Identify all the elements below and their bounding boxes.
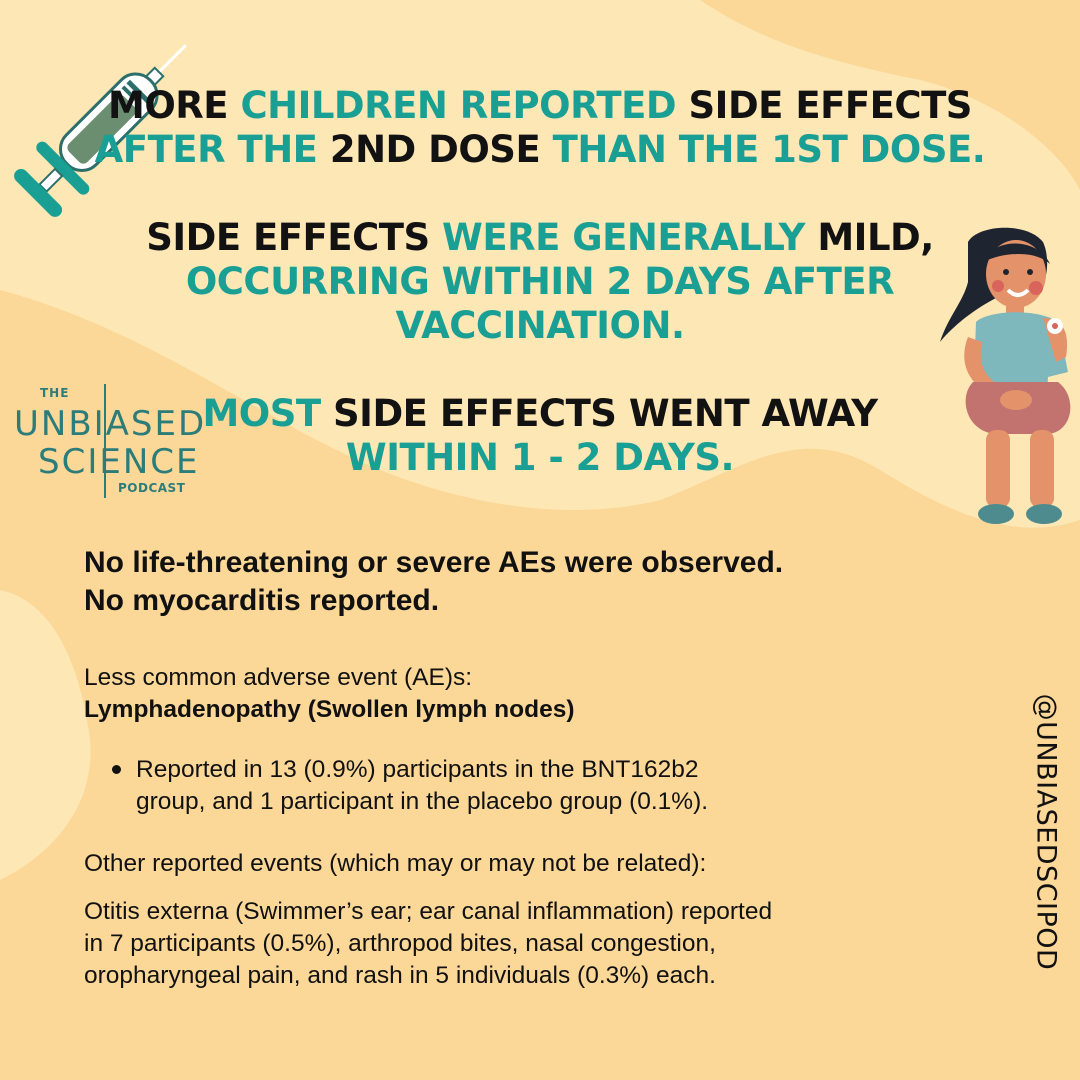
bullet-text: Reported in 13 (0.9%) participants in th… <box>136 754 1004 818</box>
headline-line-2: AFTER THE 2ND DOSE THAN THE 1ST DOSE. <box>60 128 1020 172</box>
headline: MORE CHILDREN REPORTED SIDE EFFECTS AFTE… <box>60 84 1020 480</box>
less-common-title: Lymphadenopathy (Swollen lymph nodes) <box>84 696 575 723</box>
other-line: in 7 participants (0.5%), arthropod bite… <box>84 930 716 957</box>
headline-line-6: WITHIN 1 - 2 DAYS. <box>60 436 1020 480</box>
headline-word-teal: CHILDREN REPORTED <box>240 84 677 127</box>
headline-line-5: MOST SIDE EFFECTS WENT AWAY <box>60 392 1020 436</box>
headline-word-teal: WERE GENERALLY <box>442 216 805 259</box>
social-handle: @UNBIASEDSCIPOD <box>1030 693 1062 971</box>
headline-word: MILD, <box>817 216 934 259</box>
bullet-line: group, and 1 participant in the placebo … <box>136 788 709 815</box>
logo-word-science: SCIENCE <box>38 442 200 482</box>
headline-word-teal: WITHIN 1 - 2 DAYS. <box>345 436 735 479</box>
key-finding-myocarditis: No myocarditis reported. <box>84 584 440 617</box>
list-item: Reported in 13 (0.9%) participants in th… <box>84 754 1004 818</box>
less-common-label: Less common adverse event (AE)s: <box>84 664 473 691</box>
other-events-text: Otitis externa (Swimmer’s ear; ear canal… <box>84 896 1004 992</box>
headline-line-4: OCCURRING WITHIN 2 DAYS AFTER VACCINATIO… <box>60 260 1020 348</box>
logo-word-unbiased: UNBIASED <box>14 404 207 444</box>
headline-line-1: MORE CHILDREN REPORTED SIDE EFFECTS <box>60 84 1020 128</box>
logo-the: THE <box>40 386 70 400</box>
other-events-label: Other reported events (which may or may … <box>84 850 707 877</box>
key-finding-severe: No life-threatening or severe AEs were o… <box>84 546 784 579</box>
headline-word: MORE <box>108 84 229 127</box>
logo-podcast: PODCAST <box>118 481 186 495</box>
details-section: No life-threatening or severe AEs were o… <box>84 544 1004 992</box>
headline-line-3: SIDE EFFECTS WERE GENERALLY MILD, <box>60 216 1020 260</box>
headline-word: SIDE EFFECTS <box>688 84 973 127</box>
headline-word: SIDE EFFECTS <box>146 216 430 259</box>
other-line: Otitis externa (Swimmer’s ear; ear canal… <box>84 898 773 925</box>
headline-word-teal: AFTER THE <box>94 128 318 171</box>
bullet-line: Reported in 13 (0.9%) participants in th… <box>136 756 699 783</box>
unbiased-science-logo: THE UNBIASED SCIENCE PODCAST <box>10 380 210 500</box>
headline-word: 2ND DOSE <box>329 128 541 171</box>
headline-word: SIDE EFFECTS WENT AWAY <box>333 392 878 435</box>
syringe-icon <box>14 44 187 217</box>
bullet-icon <box>112 765 121 774</box>
logo-divider <box>104 384 106 498</box>
headline-word-teal: THAN THE 1ST DOSE. <box>552 128 986 171</box>
girl-with-bandage-illustration <box>940 227 1071 524</box>
headline-word-teal: OCCURRING WITHIN 2 DAYS AFTER VACCINATIO… <box>185 260 895 347</box>
other-line: oropharyngeal pain, and rash in 5 indivi… <box>84 962 716 989</box>
headline-word-teal: MOST <box>202 392 321 435</box>
